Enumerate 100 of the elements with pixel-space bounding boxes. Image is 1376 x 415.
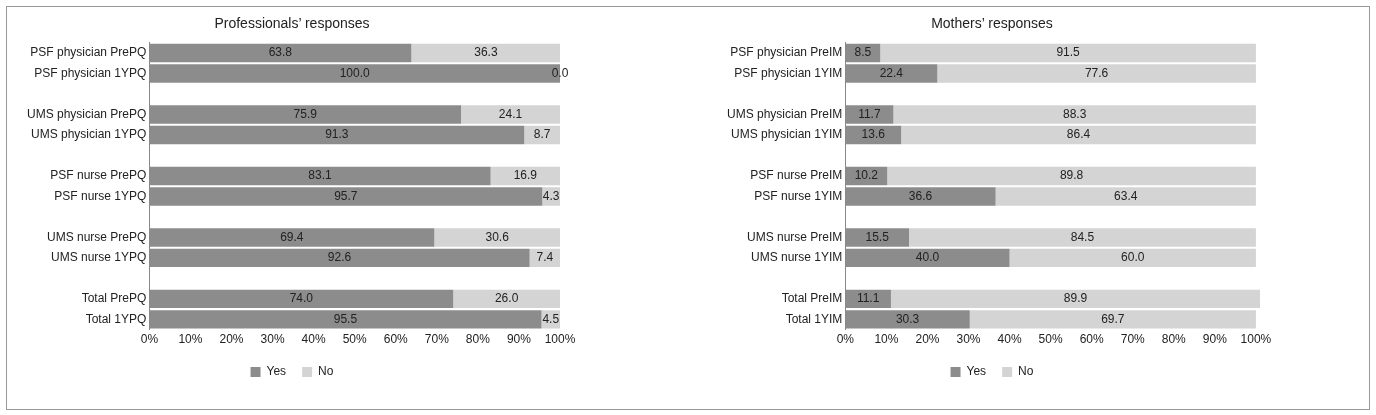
x-tick-label: 50% [1038, 332, 1063, 347]
y-tick-label: Total PrePQ [81, 291, 147, 306]
y-tick-label: UMS nurse PreIM [747, 229, 843, 244]
data-label: 74.0 [289, 291, 314, 306]
x-tick-label: 60% [383, 332, 409, 347]
x-tick-label: 20% [219, 332, 244, 347]
y-tick-label: Total PreIM [781, 291, 843, 306]
bar [995, 187, 1256, 206]
data-label: 26.0 [494, 291, 519, 306]
x-tick-label: 100% [1240, 332, 1272, 347]
data-label: 13.6 [861, 127, 886, 142]
bar [1009, 248, 1256, 268]
data-label: 60.0 [1121, 250, 1145, 265]
data-label: 86.4 [1066, 127, 1091, 142]
bar [149, 43, 412, 63]
data-label: 4.3 [542, 188, 560, 203]
legend-label: Yes [966, 364, 987, 379]
bar [845, 248, 1010, 268]
legend-label: No [1018, 364, 1034, 379]
data-label: 77.6 [1084, 65, 1109, 80]
data-label: 40.0 [915, 250, 940, 265]
data-label: 8.7 [533, 127, 551, 142]
bar [149, 166, 491, 186]
data-label: 100.0 [339, 65, 371, 80]
data-label: 75.9 [293, 106, 318, 121]
y-tick-label: PSF nurse PreIM [750, 168, 843, 183]
data-label: 15.5 [865, 229, 890, 244]
data-label: 30.3 [895, 311, 920, 326]
bar [149, 105, 462, 124]
x-tick-label: 50% [342, 332, 368, 347]
bar [845, 187, 996, 206]
x-tick-label: 20% [915, 332, 940, 347]
data-label: 63.4 [1114, 188, 1138, 203]
bar [937, 64, 1256, 83]
x-tick-label: 30% [260, 332, 285, 347]
y-tick-label: PSF nurse 1YIM [754, 188, 843, 203]
x-tick-label: 100% [544, 332, 576, 347]
y-tick-label: PSF nurse 1YPQ [54, 188, 147, 203]
y-tick-label: UMS physician PreIM [726, 106, 843, 121]
bar [149, 310, 542, 329]
y-tick-label: Total 1YPQ [85, 311, 147, 326]
bar [901, 125, 1256, 145]
bar [461, 105, 560, 124]
y-tick-label: UMS physician 1YIM [730, 127, 843, 142]
data-label: 22.4 [879, 65, 904, 80]
data-label: 84.5 [1070, 229, 1095, 244]
legend-label: No [318, 364, 334, 379]
data-label: 95.5 [333, 311, 358, 326]
data-label: 89.9 [1063, 291, 1088, 306]
x-tick-label: 40% [301, 332, 326, 347]
data-label: 24.1 [498, 106, 523, 121]
data-label: 8.5 [854, 45, 872, 60]
data-label: 63.8 [268, 45, 293, 60]
x-tick-label: 0% [836, 332, 855, 347]
bar [909, 228, 1256, 247]
x-tick-label: 10% [874, 332, 899, 347]
y-tick-label: PSF physician PrePQ [30, 45, 147, 60]
data-label: 0.0 [551, 65, 569, 80]
data-label: 11.1 [856, 291, 880, 306]
data-label: 30.6 [485, 229, 510, 244]
x-tick-label: 80% [1161, 332, 1187, 347]
data-label: 36.6 [908, 188, 933, 203]
data-label: 36.3 [474, 45, 498, 60]
data-label: 91.5 [1056, 45, 1081, 60]
y-tick-label: UMS nurse PrePQ [47, 229, 147, 244]
bar [887, 166, 1256, 186]
bar [880, 43, 1256, 63]
data-label: 11.7 [858, 106, 881, 121]
bar [893, 105, 1256, 124]
data-label: 7.4 [536, 250, 554, 265]
data-label: 88.3 [1062, 106, 1087, 121]
bar [845, 228, 909, 247]
bar [845, 64, 938, 83]
bar [411, 43, 560, 63]
x-tick-label: 40% [997, 332, 1022, 347]
legend-label: Yes [266, 364, 287, 379]
x-tick-label: 80% [465, 332, 491, 347]
x-tick-label: 30% [956, 332, 981, 347]
data-label: 95.7 [334, 188, 358, 203]
y-tick-label: UMS nurse 1YIM [751, 250, 843, 265]
y-tick-label: PSF nurse PrePQ [50, 168, 147, 183]
y-tick-label: PSF physician PreIM [730, 45, 843, 60]
chart-title: Mothers’ responses [931, 15, 1053, 32]
bar [890, 289, 1260, 309]
data-label: 4.5 [542, 311, 560, 326]
y-tick-label: PSF physician 1YPQ [34, 65, 147, 80]
y-tick-label: UMS physician 1YPQ [30, 127, 147, 142]
data-label: 10.2 [854, 168, 879, 183]
x-tick-label: 90% [506, 332, 532, 347]
bar [453, 289, 560, 309]
bar [845, 310, 970, 329]
data-label: 16.9 [513, 168, 538, 183]
y-tick-label: Total 1YIM [785, 311, 843, 326]
y-tick-label: UMS physician PrePQ [27, 106, 147, 121]
bar [149, 289, 454, 309]
data-label: 83.1 [308, 168, 332, 183]
bar [969, 310, 1256, 329]
data-label: 69.7 [1101, 311, 1125, 326]
bar [149, 187, 543, 206]
bar [434, 228, 560, 247]
